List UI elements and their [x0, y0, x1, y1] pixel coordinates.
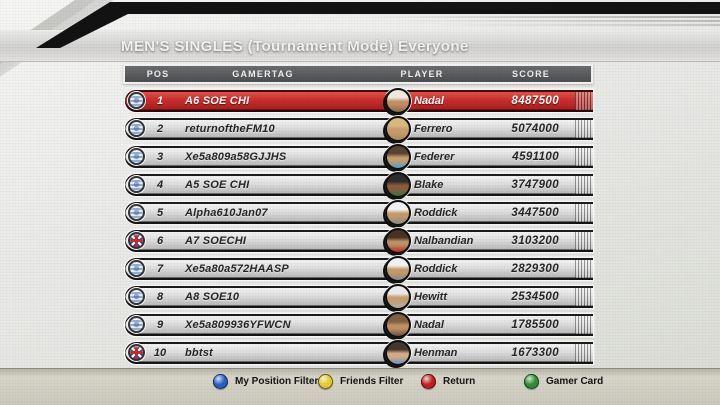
gamertag-value: Xe5a809a58GJJHS	[185, 151, 287, 163]
position-value: 4	[156, 179, 164, 191]
gamertag-value: Alpha610Jan07	[185, 207, 268, 219]
country-flag-icon	[128, 232, 145, 249]
score-value: 4591100	[512, 151, 559, 163]
footer-button-label: Friends Filter	[340, 375, 404, 387]
player-name: Nadal	[414, 319, 444, 331]
position-value: 3	[156, 151, 164, 163]
player-name: Blake	[414, 179, 444, 191]
country-flag-icon	[128, 148, 145, 165]
gamer-card-button[interactable]: Gamer Card	[524, 371, 603, 391]
streak-line	[430, 24, 720, 26]
column-header-player: PLAYER	[400, 69, 444, 79]
position-value: 5	[156, 207, 164, 219]
yellow-controller-button-icon	[318, 373, 333, 389]
leaderboard-row[interactable]: 5 Alpha610Jan07 Roddick 3447500	[125, 200, 593, 226]
score-value: 1785500	[511, 319, 559, 331]
player-avatar	[385, 200, 411, 226]
country-flag-icon	[128, 92, 145, 109]
streak-line	[365, 16, 720, 18]
player-avatar	[385, 312, 411, 338]
score-value: 1673300	[511, 347, 559, 359]
country-flag-icon	[128, 344, 145, 361]
gamertag-value: bbtst	[185, 347, 213, 359]
position-value: 7	[156, 263, 164, 275]
position-value: 9	[156, 319, 164, 331]
gamertag-value: Xe5a809936YFWCN	[185, 319, 291, 331]
column-header-score: SCORE	[511, 69, 551, 79]
leaderboard-row[interactable]: 8 A8 SOE10 Hewitt 2534500	[125, 284, 593, 310]
streak-line	[395, 20, 720, 22]
position-value: 8	[156, 291, 164, 303]
leaderboard-row[interactable]: 1 A6 SOE CHI Nadal 8487500	[125, 88, 593, 114]
leaderboard-rows: 1 A6 SOE CHI Nadal 8487500 2 returnofthe…	[125, 88, 593, 366]
footer-button-label: Return	[443, 375, 476, 387]
country-flag-icon	[128, 176, 145, 193]
gamertag-value: Xe5a80a572HAASP	[185, 263, 289, 275]
title-strip	[0, 30, 720, 62]
leaderboard-row[interactable]: 10 bbtst Henman 1673300	[125, 340, 593, 366]
gamertag-value: A5 SOE CHI	[185, 179, 250, 191]
return-button[interactable]: Return	[421, 371, 475, 391]
position-value: 1	[156, 95, 164, 107]
my-position-filter-button[interactable]: My Position Filter	[213, 371, 318, 391]
country-flag-icon	[128, 204, 145, 221]
player-avatar	[385, 172, 411, 198]
score-value: 3747900	[511, 179, 559, 191]
player-name: Henman	[414, 347, 458, 359]
gamertag-value: returnoftheFM10	[185, 123, 275, 135]
leaderboard-row[interactable]: 2 returnoftheFM10 Ferrero 5074000	[125, 116, 593, 142]
blue-controller-button-icon	[213, 373, 228, 389]
position-value: 2	[156, 123, 164, 135]
gamertag-value: A6 SOE CHI	[185, 95, 250, 107]
footer-button-label: Gamer Card	[546, 375, 604, 387]
leaderboard-row[interactable]: 3 Xe5a809a58GJJHS Federer 4591100	[125, 144, 593, 170]
player-name: Federer	[414, 151, 455, 163]
score-value: 3103200	[511, 235, 559, 247]
player-avatar	[385, 340, 411, 366]
country-flag-icon	[128, 316, 145, 333]
player-name: Hewitt	[414, 291, 447, 303]
player-name: Roddick	[414, 207, 458, 219]
score-value: 5074000	[511, 123, 559, 135]
player-name: Nalbandian	[414, 235, 474, 247]
player-avatar	[385, 228, 411, 254]
footer-bar	[0, 368, 720, 405]
player-name: Roddick	[414, 263, 458, 275]
green-controller-button-icon	[524, 373, 539, 389]
country-flag-icon	[128, 260, 145, 277]
leaderboard-row[interactable]: 9 Xe5a809936YFWCN Nadal 1785500	[125, 312, 593, 338]
gamertag-value: A7 SOECHI	[185, 235, 247, 247]
table-header: POS GAMERTAG PLAYER SCORE	[123, 64, 593, 84]
player-avatar	[385, 284, 411, 310]
column-header-pos: POS	[146, 69, 170, 79]
player-avatar	[385, 144, 411, 170]
friends-filter-button[interactable]: Friends Filter	[318, 371, 403, 391]
red-controller-button-icon	[421, 373, 436, 389]
score-value: 3447500	[511, 207, 559, 219]
position-value: 10	[153, 347, 167, 359]
player-name: Nadal	[414, 95, 444, 107]
leaderboard-row[interactable]: 4 A5 SOE CHI Blake 3747900	[125, 172, 593, 198]
footer-button-label: My Position Filter	[235, 375, 319, 387]
position-value: 6	[156, 235, 164, 247]
leaderboard-row[interactable]: 7 Xe5a80a572HAASP Roddick 2829300	[125, 256, 593, 282]
column-header-gamertag: GAMERTAG	[232, 69, 294, 79]
player-avatar	[385, 88, 411, 114]
country-flag-icon	[128, 288, 145, 305]
page-title: MEN'S SINGLES (Tournament Mode) Everyone	[121, 38, 469, 55]
player-avatar	[385, 256, 411, 282]
leaderboard-row[interactable]: 6 A7 SOECHI Nalbandian 3103200	[125, 228, 593, 254]
gamertag-value: A8 SOE10	[185, 291, 240, 303]
score-value: 8487500	[511, 95, 559, 107]
player-avatar	[385, 116, 411, 142]
score-value: 2829300	[511, 263, 559, 275]
score-value: 2534500	[511, 291, 559, 303]
player-name: Ferrero	[414, 123, 453, 135]
country-flag-icon	[128, 120, 145, 137]
